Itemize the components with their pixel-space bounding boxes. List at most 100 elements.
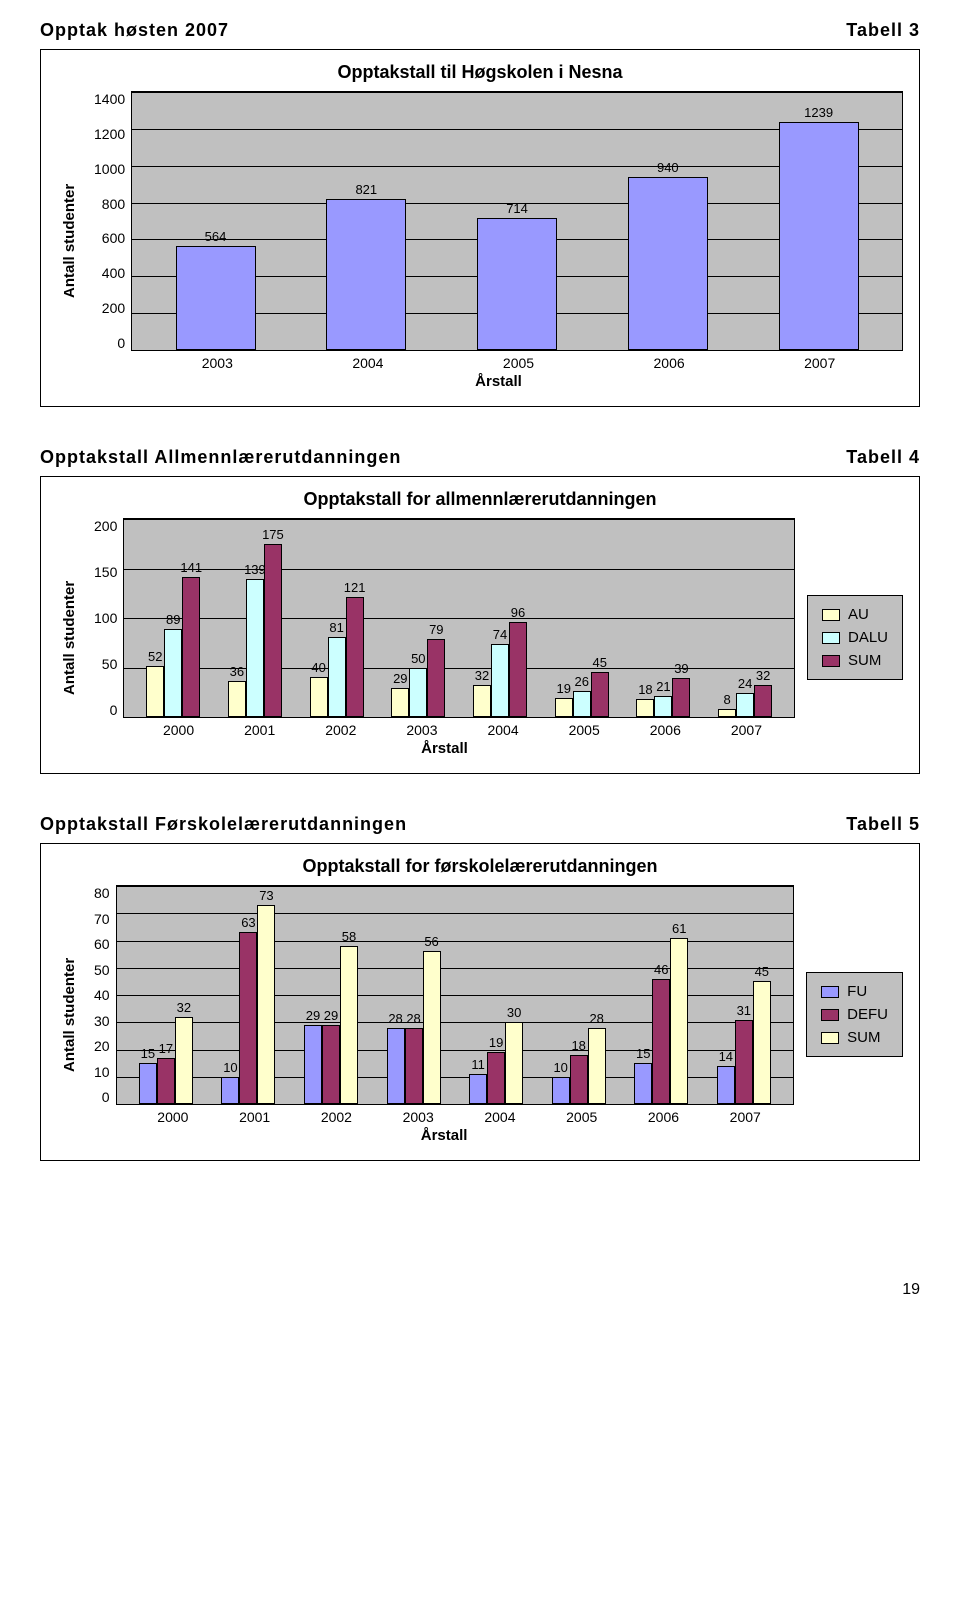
x-tick: 2003 [377,1109,459,1125]
bar [304,1025,322,1104]
chart2-y-ticks: 200150100500 [94,518,123,718]
bar-value-label: 175 [262,527,284,542]
bar-value-label: 30 [507,1005,521,1020]
bar-value-label: 36 [230,664,244,679]
y-tick: 600 [94,230,125,246]
bar [652,979,670,1104]
bar-value-label: 28 [589,1011,603,1026]
chart3-title: Opptakstall for førskolelærerutdanningen [57,856,903,877]
bar-value-label: 21 [656,679,670,694]
legend-item: AU [822,606,888,623]
bar [634,1063,652,1104]
bar-value-label: 56 [424,934,438,949]
legend-label: DALU [848,629,888,646]
legend-item: SUM [821,1029,888,1046]
bar-value-label: 141 [180,560,202,575]
bar [717,1066,735,1104]
bar-value-label: 32 [177,1000,191,1015]
bar [182,577,200,717]
bar [175,1017,193,1104]
y-tick: 200 [94,518,117,534]
bar-group: 106373 [221,886,275,1104]
y-tick: 400 [94,265,125,281]
bar-value-label: 29 [393,671,407,686]
bar [588,1028,606,1104]
bar-value-label: 61 [672,921,686,936]
chart3-x-ticks: 20002001200220032004200520062007 [124,1105,794,1125]
bar [257,905,275,1104]
bar-value-label: 45 [755,964,769,979]
chart2-title: Opptakstall for allmennlærerutdanningen [57,489,903,510]
chart1-x-label: Årstall [94,373,903,390]
legend-swatch [822,632,840,644]
legend-label: DEFU [847,1006,888,1023]
bar [405,1028,423,1104]
page-number: 19 [40,1281,920,1299]
bar-value-label: 96 [511,605,525,620]
bar [779,122,859,350]
bar [477,218,557,350]
y-tick: 10 [94,1064,110,1080]
bar [487,1052,505,1104]
bar-value-label: 940 [657,160,679,175]
legend-label: SUM [848,652,881,669]
chart1-header-right: Tabell 3 [846,20,920,41]
bar-value-label: 28 [406,1011,420,1026]
bar-group: 151732 [139,886,193,1104]
bar-value-label: 821 [355,182,377,197]
bar-value-label: 8 [724,692,731,707]
bar-value-label: 32 [756,668,770,683]
bar-value-label: 1239 [804,105,833,120]
bar [423,951,441,1104]
bar-value-label: 19 [556,681,570,696]
bar [310,677,328,717]
bar [735,1020,753,1104]
x-tick: 2005 [443,355,594,371]
bar-value-label: 26 [574,674,588,689]
chart1-x-ticks: 20032004200520062007 [134,351,903,371]
x-tick: 2007 [706,722,787,738]
chart2-header-right: Tabell 4 [846,447,920,468]
chart3-header-left: Opptakstall Førskolelærerutdanningen [40,814,407,835]
bar-value-label: 63 [241,915,255,930]
bar-group: 564 [176,92,256,350]
bar-group: 111930 [469,886,523,1104]
bar [672,678,690,717]
x-tick: 2006 [625,722,706,738]
legend-swatch [821,1009,839,1021]
bar [636,699,654,717]
bar [754,685,772,717]
bar-value-label: 50 [411,651,425,666]
bar-value-label: 564 [205,229,227,244]
x-tick: 2007 [744,355,895,371]
bar-group: 292958 [304,886,358,1104]
bar [509,622,527,717]
bar [473,685,491,717]
bar-value-label: 89 [166,612,180,627]
bar-value-label: 121 [344,580,366,595]
bar [221,1077,239,1104]
chart3-header-right: Tabell 5 [846,814,920,835]
bar-value-label: 29 [324,1008,338,1023]
x-tick: 2004 [293,355,444,371]
bar [555,698,573,717]
y-tick: 200 [94,300,125,316]
chart2-box: Opptakstall for allmennlærerutdanningen … [40,476,920,774]
chart1-box: Opptakstall til Høgskolen i Nesna Antall… [40,49,920,407]
chart2-header-left: Opptakstall Allmennlærerutdanningen [40,447,401,468]
x-tick: 2000 [132,1109,214,1125]
bar-value-label: 74 [493,627,507,642]
chart3-header: Opptakstall Førskolelærerutdanningen Tab… [40,814,920,835]
bar [591,672,609,717]
bar-value-label: 19 [489,1035,503,1050]
y-tick: 50 [94,962,110,978]
legend-swatch [822,655,840,667]
x-tick: 2002 [300,722,381,738]
x-tick: 2006 [623,1109,705,1125]
bar [328,637,346,717]
chart3-box: Opptakstall for førskolelærerutdanningen… [40,843,920,1161]
y-tick: 800 [94,196,125,212]
bar [753,981,771,1104]
bar-value-label: 46 [654,962,668,977]
bar [469,1074,487,1104]
